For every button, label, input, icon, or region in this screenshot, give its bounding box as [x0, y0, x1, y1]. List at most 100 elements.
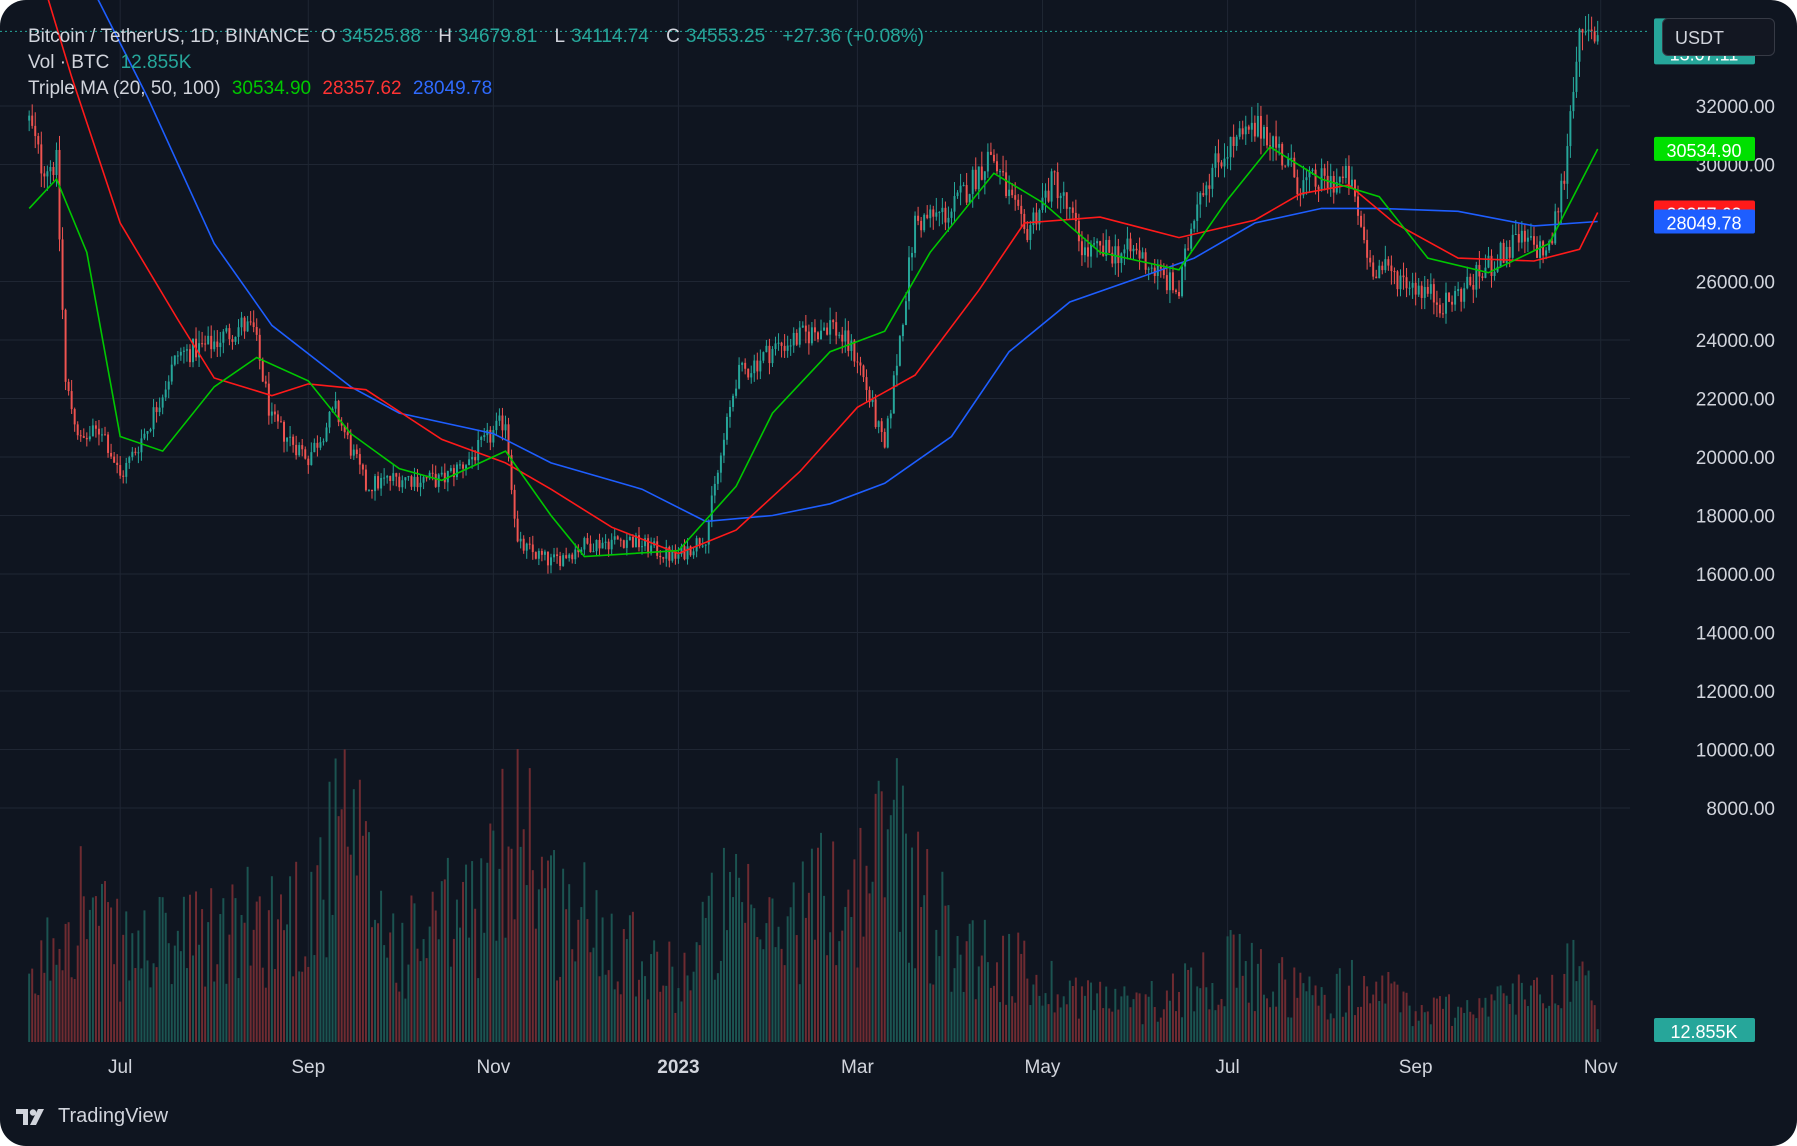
volume-bar — [179, 951, 182, 1042]
volume-bar — [495, 940, 498, 1042]
candle-body — [999, 171, 1002, 173]
candle-body — [167, 381, 170, 390]
volume-tag — [1654, 1018, 1755, 1042]
volume-bar — [1287, 1017, 1290, 1042]
volume-bar — [131, 933, 134, 1042]
volume-bar — [1384, 1003, 1387, 1042]
volume-bar — [725, 930, 728, 1042]
candle-body — [349, 435, 352, 456]
volume-bar — [1272, 991, 1275, 1042]
candle-body — [94, 425, 97, 429]
candle-body — [322, 441, 325, 443]
volume-bar — [1529, 985, 1532, 1042]
candle-body — [1129, 238, 1132, 252]
volume-bar — [783, 965, 786, 1042]
candle-body — [1375, 276, 1378, 279]
volume-bar — [862, 936, 865, 1042]
candle-body — [877, 421, 880, 428]
volume-bar — [689, 990, 692, 1042]
candle-body — [1532, 236, 1535, 245]
volume-bar — [926, 849, 929, 1042]
volume-bar — [656, 951, 659, 1042]
volume-bar — [1311, 995, 1314, 1042]
candle-body — [437, 474, 440, 487]
volume-bar — [1411, 1026, 1414, 1042]
candle-body — [911, 252, 914, 258]
volume-bar — [1350, 959, 1353, 1042]
volume-bar — [140, 968, 143, 1042]
candle-body — [1293, 157, 1296, 178]
volume-bar — [1220, 998, 1223, 1042]
candle-body — [79, 435, 82, 437]
candle-body — [1411, 282, 1414, 288]
volume-bar — [58, 948, 61, 1042]
volume-bar — [425, 958, 428, 1042]
candle-body — [883, 432, 886, 448]
candle-body — [1593, 31, 1596, 42]
ma-legend: Triple MA (20, 50, 100) 30534.90 28357.6… — [28, 78, 498, 100]
candle-body — [307, 458, 310, 466]
candle-body — [1493, 271, 1496, 276]
volume-bar — [298, 971, 301, 1042]
candle-body — [1105, 239, 1108, 256]
volume-bar — [1393, 981, 1396, 1042]
candle-body — [656, 541, 659, 556]
volume-bar — [1372, 994, 1375, 1042]
volume-bar — [204, 986, 207, 1042]
candle-body — [204, 343, 207, 345]
symbol-title[interactable]: Bitcoin / TetherUS, 1D, BINANCE — [28, 26, 310, 47]
candle-body — [1308, 170, 1311, 178]
volume-bar — [100, 883, 103, 1042]
candle-body — [61, 239, 64, 310]
candle-body — [583, 538, 586, 550]
candle-body — [820, 330, 823, 340]
candle-body — [677, 554, 680, 559]
volume-bar — [631, 911, 634, 1042]
candle-body — [1496, 266, 1499, 272]
volume-bar — [1317, 1005, 1320, 1042]
volume-bar — [270, 876, 273, 1042]
volume-bar — [128, 980, 131, 1042]
volume-bar — [1390, 983, 1393, 1042]
candle-body — [768, 345, 771, 364]
candle-body — [801, 325, 804, 328]
candle-body — [498, 415, 501, 421]
volume-bar — [267, 910, 270, 1042]
candle-body — [1569, 111, 1572, 147]
candle-body — [137, 452, 140, 454]
volume-bar — [1320, 987, 1323, 1042]
volume-bar — [1569, 1001, 1572, 1042]
candle-body — [1096, 241, 1099, 244]
candle-body — [352, 449, 355, 456]
volume-bar — [707, 895, 710, 1042]
candle-body — [1490, 255, 1493, 276]
candle-body — [704, 544, 707, 546]
candle-body — [73, 409, 76, 425]
candle-body — [592, 551, 595, 553]
candle-body — [1529, 236, 1532, 238]
candle-body — [525, 543, 528, 551]
candle-body — [192, 338, 194, 363]
currency-button[interactable]: USDT — [1662, 18, 1775, 56]
volume-bar — [641, 961, 644, 1042]
tradingview-logo-icon — [16, 1108, 44, 1125]
volume-bar — [1441, 1008, 1444, 1042]
volume-bar — [1032, 984, 1035, 1042]
volume-bar — [1269, 1007, 1272, 1042]
ma-label[interactable]: Triple MA (20, 50, 100) — [28, 78, 221, 99]
volume-label[interactable]: Vol · BTC — [28, 52, 110, 73]
candle-body — [1117, 246, 1120, 264]
candle-body — [1226, 157, 1229, 159]
volume-bar — [1241, 975, 1244, 1042]
volume-bar — [747, 863, 750, 1042]
candle-body — [1408, 287, 1411, 289]
volume-bar — [713, 979, 716, 1042]
volume-bar — [1590, 1000, 1593, 1042]
volume-bar — [1181, 1017, 1184, 1042]
candle-body — [1581, 29, 1584, 33]
candle-body — [1426, 286, 1429, 294]
brand[interactable]: TradingView — [16, 1105, 168, 1128]
candle-body — [155, 407, 158, 413]
volume-bar — [1332, 1018, 1335, 1042]
